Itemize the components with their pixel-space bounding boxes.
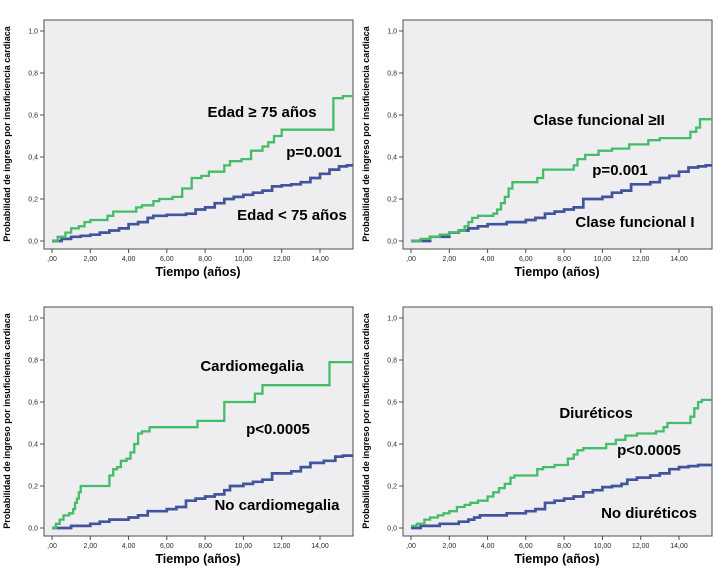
x-tick-label: 10,00 bbox=[594, 543, 612, 550]
y-tick-label: 0,4 bbox=[387, 155, 397, 162]
x-tick-label: 12,00 bbox=[632, 543, 650, 550]
x-axis-title: Tiempo (años) bbox=[514, 552, 599, 566]
x-tick-label: 8,00 bbox=[557, 543, 571, 550]
curve-edad-blue bbox=[52, 164, 353, 243]
x-tick-label: 12,00 bbox=[632, 256, 650, 263]
curve-clase-funcional-blue bbox=[411, 164, 712, 243]
x-tick-label: 4,00 bbox=[122, 256, 136, 263]
curve-cardiomegalia-green bbox=[52, 360, 353, 530]
x-tick-label: 14,00 bbox=[670, 543, 688, 550]
x-axis-title: Tiempo (años) bbox=[514, 265, 599, 279]
y-tick-label: 0,6 bbox=[387, 113, 397, 120]
km-chart-diureticos: 0,0 0,2 0,4 0,6 0,8 1,0 ,00 2,00 4,00 6,00 8,00 10,… bbox=[361, 306, 713, 566]
curve-edad-green bbox=[52, 94, 353, 243]
x-tick-label: 2,00 bbox=[442, 543, 456, 550]
x-tick-label: 14,00 bbox=[311, 256, 329, 263]
y-axis-title: Probabilidad de ingreso por insuficienci… bbox=[2, 25, 12, 242]
km-panel-cardiomegalia: 0,0 0,2 0,4 0,6 0,8 1,0 ,00 2,00 4,00 6,00 8,00 10,… bbox=[0, 287, 359, 574]
x-tick-label: 14,00 bbox=[670, 256, 688, 263]
curve-cardiomegalia-blue bbox=[52, 454, 353, 530]
y-tick-label: 0,2 bbox=[387, 197, 397, 204]
y-axis-title: Probabilidad de ingreso por insuficienci… bbox=[361, 312, 371, 529]
x-tick-label: 6,00 bbox=[160, 543, 174, 550]
x-tick-label: 12,00 bbox=[273, 543, 291, 550]
y-tick-label: 0,0 bbox=[28, 526, 38, 533]
series-label-green: Edad ≥ 75 años bbox=[207, 104, 316, 121]
series-label-blue: Edad < 75 años bbox=[237, 207, 347, 224]
x-tick-label: 4,00 bbox=[481, 543, 495, 550]
series-label-green: Cardiomegalia bbox=[200, 358, 304, 375]
y-tick-label: 1,0 bbox=[28, 29, 38, 36]
km-panel-edad: 0,0 0,2 0,4 0,6 0,8 1,0 ,00 2,00 4,00 6,00 8,00 10,… bbox=[0, 0, 359, 287]
y-tick-label: 0,6 bbox=[28, 113, 38, 120]
y-tick-label: 0,8 bbox=[28, 358, 38, 365]
series-label-green: Clase funcional ≥II bbox=[533, 112, 665, 129]
series-label-blue: No diuréticos bbox=[601, 505, 697, 522]
x-tick-label: ,00 bbox=[406, 256, 416, 263]
x-tick-label: 6,00 bbox=[519, 543, 533, 550]
x-tick-label: 8,00 bbox=[198, 256, 212, 263]
p-value-label: p=0.001 bbox=[286, 144, 341, 161]
y-tick-label: 0,2 bbox=[387, 484, 397, 491]
series-label-blue: Clase funcional I bbox=[575, 214, 694, 231]
x-tick-label: 8,00 bbox=[198, 543, 212, 550]
x-tick-label: 6,00 bbox=[519, 256, 533, 263]
series-label-blue: No cardiomegalia bbox=[214, 497, 340, 514]
km-panel-clase-funcional: 0,0 0,2 0,4 0,6 0,8 1,0 ,00 2,00 4,00 6,00 8,00 10,… bbox=[359, 0, 718, 287]
y-tick-label: 0,0 bbox=[387, 239, 397, 246]
y-tick-label: 0,8 bbox=[387, 358, 397, 365]
y-tick-label: 0,4 bbox=[387, 442, 397, 449]
curve-diureticos-blue bbox=[411, 463, 712, 530]
series-label-green: Diuréticos bbox=[559, 405, 632, 422]
p-value-label: p<0.0005 bbox=[617, 442, 681, 459]
x-tick-label: 10,00 bbox=[235, 543, 253, 550]
curve-clase-funcional-green bbox=[411, 118, 712, 243]
x-tick-label: 8,00 bbox=[557, 256, 571, 263]
km-chart-edad: 0,0 0,2 0,4 0,6 0,8 1,0 ,00 2,00 4,00 6,00 8,00 10,… bbox=[2, 19, 354, 279]
y-tick-label: 0,4 bbox=[28, 155, 38, 162]
y-tick-label: 0,6 bbox=[387, 400, 397, 407]
x-tick-label: 4,00 bbox=[122, 543, 136, 550]
x-tick-label: 10,00 bbox=[235, 256, 253, 263]
y-tick-label: 0,6 bbox=[28, 400, 38, 407]
y-tick-label: 1,0 bbox=[387, 29, 397, 36]
x-tick-label: 12,00 bbox=[273, 256, 291, 263]
y-tick-label: 0,8 bbox=[387, 71, 397, 78]
km-chart-clase-funcional: 0,0 0,2 0,4 0,6 0,8 1,0 ,00 2,00 4,00 6,00 8,00 10,… bbox=[361, 19, 713, 279]
y-axis-title: Probabilidad de ingreso por insuficienci… bbox=[361, 25, 371, 242]
y-tick-label: 0,2 bbox=[28, 197, 38, 204]
y-tick-label: 0,4 bbox=[28, 442, 38, 449]
x-tick-label: 4,00 bbox=[481, 256, 495, 263]
y-tick-label: 0,8 bbox=[28, 71, 38, 78]
x-tick-label: ,00 bbox=[47, 543, 57, 550]
x-tick-label: 2,00 bbox=[442, 256, 456, 263]
curve-diureticos-green bbox=[411, 398, 712, 528]
plot-area bbox=[402, 306, 713, 537]
km-panel-diureticos: 0,0 0,2 0,4 0,6 0,8 1,0 ,00 2,00 4,00 6,00 8,00 10,… bbox=[359, 287, 718, 574]
x-tick-label: 2,00 bbox=[83, 256, 97, 263]
y-axis-title: Probabilidad de ingreso por insuficienci… bbox=[2, 312, 12, 529]
x-tick-label: 6,00 bbox=[160, 256, 174, 263]
km-chart-cardiomegalia: 0,0 0,2 0,4 0,6 0,8 1,0 ,00 2,00 4,00 6,00 8,00 10,… bbox=[2, 306, 354, 566]
x-tick-label: 14,00 bbox=[311, 543, 329, 550]
x-axis-title: Tiempo (años) bbox=[155, 552, 240, 566]
x-tick-label: ,00 bbox=[406, 543, 416, 550]
y-tick-label: 0,2 bbox=[28, 484, 38, 491]
y-tick-label: 1,0 bbox=[387, 316, 397, 323]
x-axis-title: Tiempo (años) bbox=[155, 265, 240, 279]
y-tick-label: 1,0 bbox=[28, 316, 38, 323]
x-tick-label: ,00 bbox=[47, 256, 57, 263]
x-tick-label: 10,00 bbox=[594, 256, 612, 263]
x-tick-label: 2,00 bbox=[83, 543, 97, 550]
p-value-label: p<0.0005 bbox=[246, 421, 310, 438]
p-value-label: p=0.001 bbox=[592, 162, 647, 179]
y-tick-label: 0,0 bbox=[28, 239, 38, 246]
y-tick-label: 0,0 bbox=[387, 526, 397, 533]
plot-area bbox=[402, 19, 713, 250]
